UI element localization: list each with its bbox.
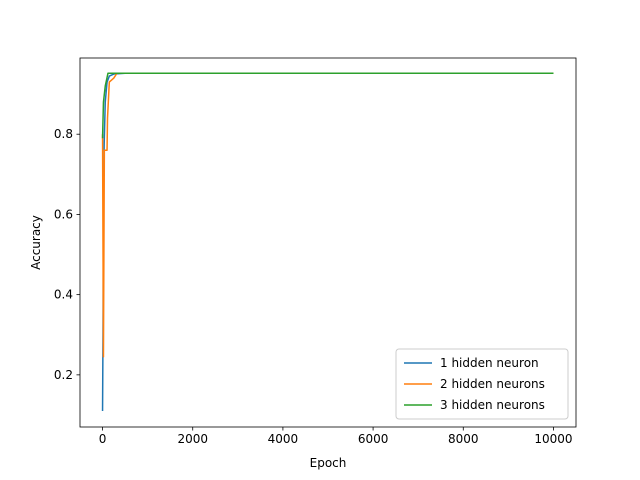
x-axis-label: Epoch [310, 456, 347, 470]
y-tick-label: 0.4 [54, 288, 73, 302]
x-tick-label: 4000 [268, 432, 299, 446]
legend-label: 3 hidden neurons [440, 398, 545, 412]
y-axis-label: Accuracy [29, 215, 43, 270]
ticks-layer: 0 2000 4000 6000 8000 10000 0.2 0.4 0.6 0.8 [54, 127, 573, 446]
legend-label: 2 hidden neurons [440, 377, 545, 391]
series-layer [101, 72, 554, 411]
legend-label: 1 hidden neuron [440, 356, 539, 370]
x-tick-label: 0 [99, 432, 107, 446]
y-tick-label: 0.8 [54, 127, 73, 141]
x-tick-label: 10000 [534, 432, 572, 446]
legend-box [395, 348, 569, 420]
x-tick-label: 6000 [358, 432, 389, 446]
series-line-2 [101, 72, 554, 358]
y-tick-label: 0.6 [54, 207, 73, 221]
series-line-3 [101, 72, 554, 139]
y-tick-label: 0.2 [54, 368, 73, 382]
x-tick-label: 8000 [448, 432, 479, 446]
x-tick-label: 2000 [177, 432, 208, 446]
axes-frame [79, 57, 577, 428]
legend: 1 hidden neuron 2 hidden neurons 3 hidden … [395, 348, 569, 420]
